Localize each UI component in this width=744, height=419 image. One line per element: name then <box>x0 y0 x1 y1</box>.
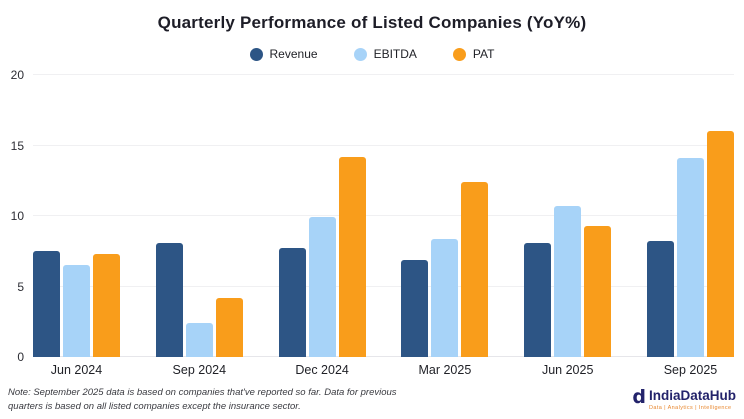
x-axis-label: Dec 2024 <box>295 363 349 377</box>
gridline-0 <box>33 356 734 357</box>
bar-pat <box>338 156 366 357</box>
y-tick-label: 5 <box>17 279 24 294</box>
x-axis-label: Sep 2024 <box>172 363 227 377</box>
indiadatahub-logo: d IndiaDataHub Data | Analytics | Intell… <box>632 385 736 411</box>
bar-revenue <box>401 259 429 357</box>
legend-item-pat: PAT <box>452 47 495 61</box>
bar-revenue <box>33 251 60 357</box>
legend: Revenue EBITDA PAT <box>0 47 744 61</box>
bar-pat <box>93 254 120 357</box>
bar-ebitda <box>185 323 213 357</box>
logo-d-icon: d <box>632 385 646 408</box>
bar-revenue <box>646 241 674 357</box>
bar-pat <box>584 225 612 357</box>
bar-group-sep-2025: Sep 2025 <box>646 75 734 377</box>
bar-revenue <box>524 242 552 357</box>
footer: Note: September 2025 data is based on co… <box>8 386 736 415</box>
legend-item-revenue: Revenue <box>249 47 318 61</box>
x-axis-label: Jun 2024 <box>50 363 103 377</box>
bar-pat <box>706 131 734 357</box>
gridline-5 <box>33 285 734 287</box>
legend-item-ebitda: EBITDA <box>353 47 417 61</box>
bar-revenue <box>278 248 306 357</box>
chart-title: Quarterly Performance of Listed Companie… <box>157 13 587 32</box>
bar-ebitda <box>308 217 336 357</box>
logo-name: IndiaDataHub <box>648 387 736 403</box>
legend-dot-icon <box>452 47 466 61</box>
bar-group-mar-2025: Mar 2025 <box>401 75 489 377</box>
footnote: Note: September 2025 data is based on co… <box>8 386 397 412</box>
y-tick-label: 20 <box>10 68 24 82</box>
bar-pat <box>461 182 489 357</box>
bar-group-jun-2024: Jun 2024 <box>33 75 120 377</box>
gridline-20 <box>33 74 734 75</box>
x-axis-label: Sep 2025 <box>663 363 718 377</box>
bar-group-dec-2024: Dec 2024 <box>278 75 366 377</box>
bar-groups: Jun 2024 Sep 2024 Dec 2024 Mar 2025 Jun 2025… <box>33 75 734 377</box>
x-axis-label: Mar 2025 <box>418 363 472 377</box>
legend-label: Revenue <box>269 47 318 61</box>
bar-ebitda <box>676 158 704 357</box>
logo-tagline: Data | Analytics | Intelligence <box>648 404 732 411</box>
bar-group-sep-2024: Sep 2024 <box>155 75 243 377</box>
bar-pat <box>215 297 243 357</box>
legend-dot-icon <box>353 47 367 61</box>
legend-label: PAT <box>472 47 495 61</box>
bar-ebitda <box>431 238 459 357</box>
y-tick-label: 10 <box>10 209 24 223</box>
gridline-15 <box>33 144 734 146</box>
bar-revenue <box>155 242 183 357</box>
gridline-10 <box>33 215 734 216</box>
bar-ebitda <box>63 265 90 357</box>
bar-ebitda <box>554 206 582 357</box>
chart: 0 5 10 15 20 Jun 2024 Sep 2024 Dec 2024 Mar 2025… <box>11 69 734 377</box>
legend-label: EBITDA <box>373 47 417 61</box>
x-axis-label: Jun 2025 <box>541 363 594 377</box>
y-tick-label: 0 <box>17 350 24 364</box>
bar-group-jun-2025: Jun 2025 <box>524 75 612 377</box>
y-tick-label: 15 <box>10 138 24 153</box>
plot-area: 0 5 10 15 20 Jun 2024 Sep 2024 Dec 2024 Mar 2025… <box>11 69 734 377</box>
legend-dot-icon <box>249 47 263 61</box>
